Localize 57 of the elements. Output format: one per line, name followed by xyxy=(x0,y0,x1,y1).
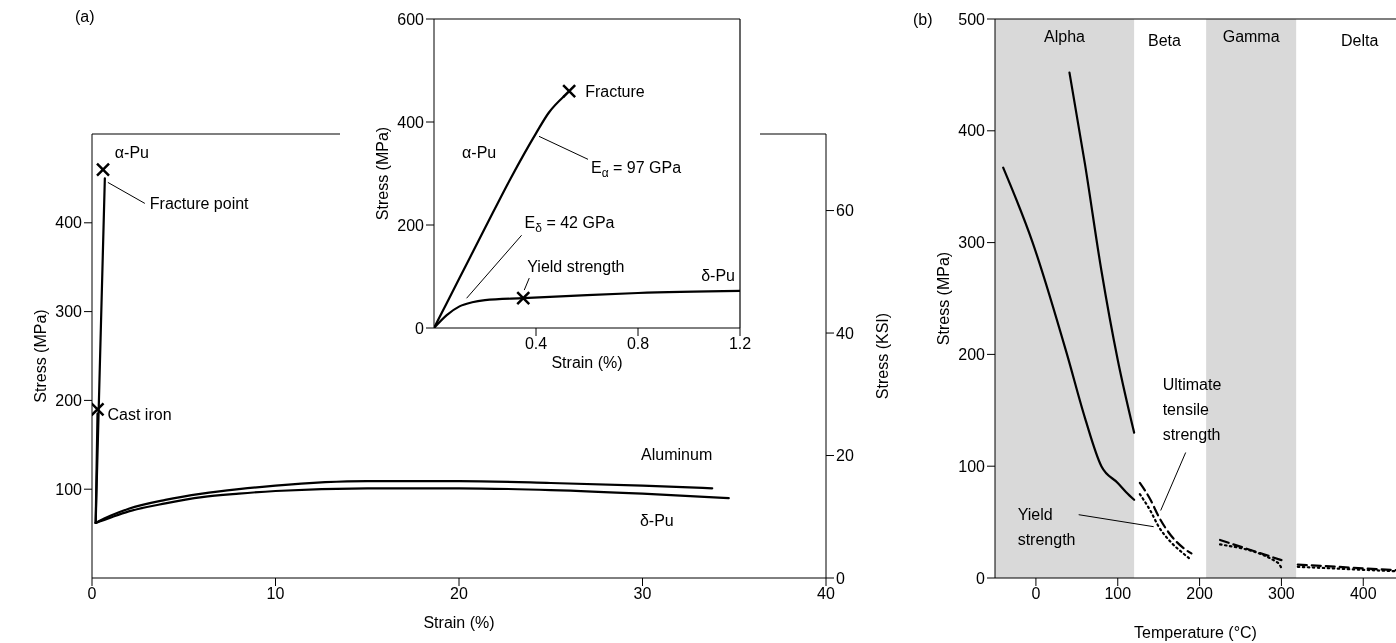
y2-axis-title: Stress (KSI) xyxy=(873,312,891,400)
y-tick-label: 200 xyxy=(958,346,986,364)
series-label: Aluminum xyxy=(641,446,713,464)
y-tick-label: 200 xyxy=(55,392,83,410)
y-tick-label: 100 xyxy=(55,480,83,498)
y2-tick-label: 40 xyxy=(836,324,854,342)
y-axis-title: Stress (MPa) xyxy=(31,309,49,403)
x-tick-label: 30 xyxy=(633,585,652,603)
y-tick-label: 500 xyxy=(958,10,986,28)
series-label: α-Pu xyxy=(462,144,497,162)
y-tick-label: 300 xyxy=(55,303,83,321)
x-tick-label: 300 xyxy=(1268,585,1295,603)
y-tick-label: 600 xyxy=(397,10,425,28)
series-label: δ-Pu xyxy=(639,512,674,530)
series-label: Cast iron xyxy=(107,405,172,423)
annotation: Ultimate tensile strength xyxy=(1162,375,1222,443)
x-tick-label: 100 xyxy=(1104,585,1132,603)
annotation: Fracture xyxy=(585,83,645,101)
x-axis-title: Strain (%) xyxy=(551,354,623,371)
text: (a) xyxy=(75,8,95,25)
x-tick-label: 0.8 xyxy=(626,335,650,353)
y-tick-label: 200 xyxy=(397,216,425,234)
x-tick-label: 0 xyxy=(1031,585,1041,603)
y-axis-title: Stress (MPa) xyxy=(373,126,391,221)
annotation: Beta xyxy=(1148,32,1182,49)
y-tick-label: 400 xyxy=(958,122,986,140)
series-label: δ-Pu xyxy=(701,266,735,284)
x-tick-label: 1.2 xyxy=(728,335,752,353)
y2-tick-label: 0 xyxy=(836,569,845,587)
x-axis-title: Temperature (°C) xyxy=(1134,624,1257,641)
annotation: E$_{α}$ = 97 GPa xyxy=(591,159,682,180)
annotation: Fracture point xyxy=(149,195,250,213)
y-tick-label: 300 xyxy=(958,234,986,252)
text: (b) xyxy=(913,11,933,28)
y-tick-label: 100 xyxy=(958,457,986,475)
x-tick-label: 400 xyxy=(1349,585,1377,603)
y2-tick-label: 60 xyxy=(836,202,854,220)
x-tick-label: 10 xyxy=(266,585,285,603)
annotation: E$_{δ}$ = 42 GPa xyxy=(524,214,615,235)
y-tick-label: 400 xyxy=(55,214,83,232)
y-axis-title: Stress (MPa) xyxy=(934,251,952,346)
x-axis-title: Strain (%) xyxy=(423,614,495,631)
y-tick-label: 0 xyxy=(415,319,425,337)
band-label: Gamma xyxy=(1222,28,1280,46)
annotation: Yield strength xyxy=(527,258,625,276)
y2-tick-label: 20 xyxy=(836,447,854,465)
x-tick-label: 0 xyxy=(87,585,97,603)
band-label: Alpha xyxy=(1044,28,1086,46)
y-tick-label: 0 xyxy=(976,569,986,587)
annotation: Yield strength xyxy=(1017,505,1076,548)
x-tick-label: 200 xyxy=(1186,585,1214,603)
series-label: α-Pu xyxy=(114,144,149,162)
x-tick-label: 0.4 xyxy=(524,335,548,353)
x-tick-label: 20 xyxy=(450,585,468,603)
annotation: Delta xyxy=(1341,32,1379,49)
x-tick-label: 40 xyxy=(817,585,835,603)
y-tick-label: 400 xyxy=(397,113,425,131)
